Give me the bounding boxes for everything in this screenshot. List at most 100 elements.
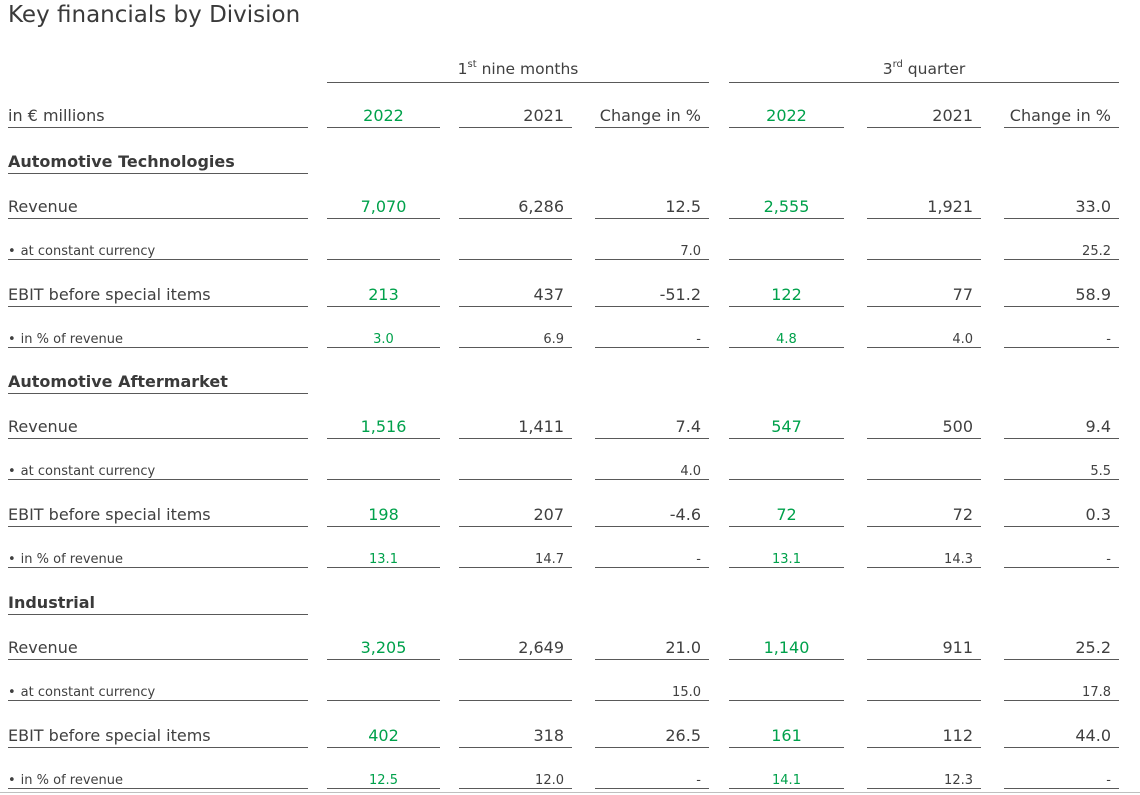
table-cell: 12.5	[369, 773, 398, 788]
table-cell-rule	[595, 747, 709, 748]
table-cell: 1,140	[763, 638, 810, 657]
section-title-rule	[8, 393, 308, 394]
table-cell-rule	[1004, 700, 1119, 701]
table-cell: 77	[952, 285, 973, 304]
unit-label: in € millions	[8, 106, 105, 125]
table-cell-rule	[327, 700, 440, 701]
row-label-rule	[8, 218, 308, 219]
column-header-rule	[729, 127, 844, 128]
nine-months-rule	[327, 82, 709, 83]
table-cell-rule	[867, 306, 981, 307]
table-cell-rule	[729, 788, 844, 789]
table-cell: -	[1106, 552, 1111, 567]
table-cell: -	[696, 552, 701, 567]
table-cell-rule	[595, 218, 709, 219]
table-cell: 6,286	[518, 197, 564, 216]
row-label-rule	[8, 567, 308, 568]
row-label-rule	[8, 306, 308, 307]
table-cell-rule	[729, 347, 844, 348]
table-cell-rule	[459, 788, 572, 789]
table-cell-rule	[459, 479, 572, 480]
table-cell: 12.0	[535, 773, 564, 788]
section-title: Automotive Technologies	[8, 152, 235, 171]
quarter-ordinal: 3	[882, 60, 893, 79]
table-cell-rule	[327, 306, 440, 307]
column-header-rule	[867, 127, 981, 128]
row-label-rule	[8, 259, 308, 260]
table-cell-rule	[867, 700, 981, 701]
table-cell: 213	[368, 285, 399, 304]
row-label: in % of revenue	[8, 550, 308, 570]
table-cell-rule	[867, 747, 981, 748]
table-cell: 198	[368, 505, 399, 524]
table-cell: 2,555	[763, 197, 810, 216]
table-cell-rule	[867, 218, 981, 219]
table-cell: 12.3	[944, 773, 973, 788]
table-cell: 7.0	[680, 244, 701, 259]
column-header: Change in %	[599, 106, 701, 125]
table-cell: 3.0	[373, 332, 394, 347]
nine-months-header: 1st nine months	[327, 59, 709, 78]
table-cell: 25.2	[1082, 244, 1111, 259]
table-cell-rule	[595, 347, 709, 348]
table-cell-rule	[459, 347, 572, 348]
table-cell: 402	[368, 726, 399, 745]
table-cell-rule	[459, 567, 572, 568]
table-cell-rule	[595, 788, 709, 789]
nine-months-suffix: st	[467, 59, 477, 70]
column-header: 2021	[932, 106, 973, 125]
quarter-rule	[729, 82, 1119, 83]
row-label-rule	[8, 700, 308, 701]
table-cell-rule	[867, 347, 981, 348]
table-cell: 72	[776, 505, 797, 524]
row-label-rule	[8, 788, 308, 789]
table-cell-rule	[867, 659, 981, 660]
table-cell: 6.9	[543, 332, 564, 347]
table-cell-rule	[729, 700, 844, 701]
bottom-rule	[0, 792, 1140, 793]
table-cell-rule	[459, 438, 572, 439]
table-cell-rule	[1004, 306, 1119, 307]
table-cell: 1,921	[927, 197, 973, 216]
row-label-rule	[8, 438, 308, 439]
row-label-rule	[8, 347, 308, 348]
table-cell: 33.0	[1075, 197, 1111, 216]
table-cell: 122	[771, 285, 802, 304]
table-cell-rule	[595, 526, 709, 527]
table-cell-rule	[327, 259, 440, 260]
page-title: Key financials by Division	[8, 2, 301, 28]
table-cell: 21.0	[665, 638, 701, 657]
table-cell-rule	[327, 659, 440, 660]
table-cell-rule	[327, 347, 440, 348]
table-cell: 5.5	[1090, 464, 1111, 479]
table-cell: 4.0	[952, 332, 973, 347]
table-cell-rule	[459, 306, 572, 307]
table-cell-rule	[1004, 747, 1119, 748]
quarter-header: 3rd quarter	[729, 59, 1119, 79]
section-title-rule	[8, 173, 308, 174]
column-header-rule	[459, 127, 572, 128]
row-label-rule	[8, 659, 308, 660]
table-cell-rule	[1004, 659, 1119, 660]
table-cell: 14.7	[535, 552, 564, 567]
table-cell: -	[1106, 773, 1111, 788]
table-cell-rule	[459, 218, 572, 219]
table-cell-rule	[867, 479, 981, 480]
table-cell-rule	[327, 479, 440, 480]
section-title: Automotive Aftermarket	[8, 372, 228, 391]
row-label: at constant currency	[8, 462, 308, 482]
table-cell-rule	[1004, 567, 1119, 568]
column-header: 2021	[523, 106, 564, 125]
column-header: 2022	[363, 106, 404, 125]
table-cell: 17.8	[1082, 685, 1111, 700]
table-cell-rule	[1004, 259, 1119, 260]
table-cell: 13.1	[369, 552, 398, 567]
table-cell-rule	[729, 747, 844, 748]
row-label: in % of revenue	[8, 330, 308, 350]
table-cell-rule	[729, 438, 844, 439]
table-cell-rule	[729, 218, 844, 219]
row-label: at constant currency	[8, 242, 308, 262]
quarter-suffix: rd	[892, 59, 903, 70]
table-cell: 2,649	[518, 638, 564, 657]
section-title-rule	[8, 614, 308, 615]
